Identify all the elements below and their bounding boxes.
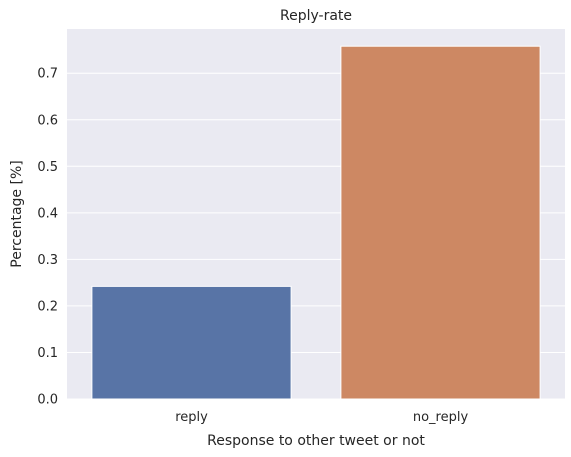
bars: [91, 45, 541, 400]
x-tick-labels: reply no_reply: [175, 410, 468, 425]
bar-reply: [91, 285, 292, 400]
y-tick-label: 0.1: [37, 346, 58, 361]
y-tick-label: 0.4: [37, 206, 58, 221]
y-axis-label: Percentage [%]: [9, 160, 25, 267]
y-tick-label: 0.7: [37, 67, 58, 82]
x-axis-label: Response to other tweet or not: [207, 433, 425, 449]
y-tick-label: 0.2: [37, 299, 58, 314]
y-tick-label: 0.0: [37, 393, 58, 408]
y-tick-label: 0.6: [37, 113, 58, 128]
chart-title: Reply-rate: [280, 8, 352, 24]
bar-no-reply: [340, 45, 541, 400]
y-tick-label: 0.3: [37, 253, 58, 268]
x-tick-label: no_reply: [413, 410, 469, 425]
y-tick-labels: 0.0 0.1 0.2 0.3 0.4 0.5 0.6 0.7: [37, 67, 58, 408]
x-tick-label: reply: [175, 410, 208, 425]
y-tick-label: 0.5: [37, 160, 58, 175]
